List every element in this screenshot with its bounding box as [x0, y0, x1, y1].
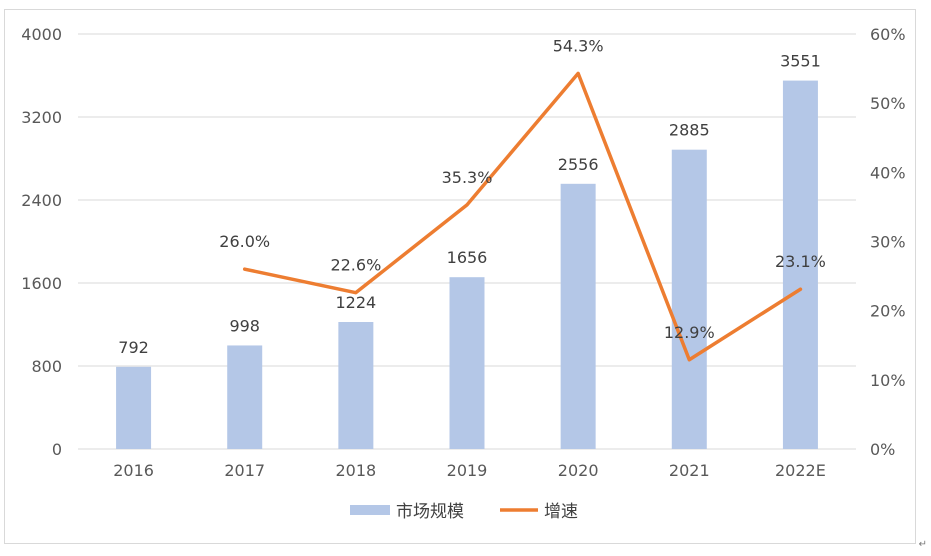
bar-data-label: 792 [118, 338, 149, 357]
line-point [576, 71, 580, 75]
y-left-tick-label: 4000 [21, 25, 62, 44]
x-tick-label: 2020 [558, 461, 599, 480]
line-data-label: 54.3% [553, 36, 604, 55]
legend: 市场规模 增速 [350, 502, 578, 522]
legend-line-label: 增速 [544, 502, 578, 522]
bar [338, 322, 374, 449]
bar [449, 277, 485, 449]
bar [227, 345, 263, 449]
x-tick-label: 2022E [775, 461, 826, 480]
legend-bar-label: 市场规模 [396, 502, 464, 522]
line-data-label: 12.9% [664, 323, 715, 342]
y-right-tick-label: 20% [870, 302, 906, 321]
line-data-label: 22.6% [330, 256, 381, 275]
line-data-label: 26.0% [219, 232, 270, 251]
y-right-tick-label: 10% [870, 371, 906, 390]
line-data-label: 23.1% [775, 252, 826, 271]
bar-data-label: 2556 [558, 155, 599, 174]
chart-frame [4, 9, 916, 544]
y-left-tick-label: 3200 [21, 108, 62, 127]
bar-series [116, 80, 818, 450]
gridlines [78, 33, 856, 450]
y-right-tick-label: 0% [870, 440, 895, 459]
y-left-tick-label: 0 [52, 440, 62, 459]
line-point [354, 291, 358, 295]
line-point [465, 203, 469, 207]
bar-data-label: 3551 [780, 52, 821, 71]
growth-line [242, 71, 803, 362]
x-tick-label: 2018 [335, 461, 376, 480]
bar-data-label: 1224 [335, 293, 376, 312]
y-left-tick-label: 1600 [21, 274, 62, 293]
legend-bar-swatch [350, 505, 390, 515]
x-tick-label: 2017 [224, 461, 265, 480]
bar [782, 80, 818, 450]
line-point [243, 267, 247, 271]
bar [116, 366, 152, 449]
y-left-tick-label: 2400 [21, 191, 62, 210]
y-right-tick-label: 30% [870, 233, 906, 252]
bar [671, 149, 707, 449]
line-point [798, 287, 802, 291]
y-right-tick-label: 60% [870, 25, 906, 44]
x-tick-label: 2019 [447, 461, 488, 480]
bar-data-label: 998 [229, 316, 260, 335]
line-point [687, 358, 691, 362]
bar-data-label: 2885 [669, 121, 710, 140]
x-tick-label: 2021 [669, 461, 710, 480]
data-labels: 792 998 1224 1656 2556 2885 3551 26.0% 22.6% 35.3… [118, 36, 826, 356]
axis-ticks: 0 800 1600 2400 3200 4000 0% 10% 20% 30% 40% 50% 60%… [21, 25, 905, 480]
line-series [242, 71, 803, 362]
bar [560, 183, 596, 449]
y-left-tick-label: 800 [31, 357, 62, 376]
y-right-tick-label: 50% [870, 94, 906, 113]
bar-data-label: 1656 [447, 248, 488, 267]
line-data-label: 35.3% [442, 168, 493, 187]
y-right-tick-label: 40% [870, 163, 906, 182]
x-tick-label: 2016 [113, 461, 154, 480]
corner-mark: ↵ [918, 539, 927, 550]
